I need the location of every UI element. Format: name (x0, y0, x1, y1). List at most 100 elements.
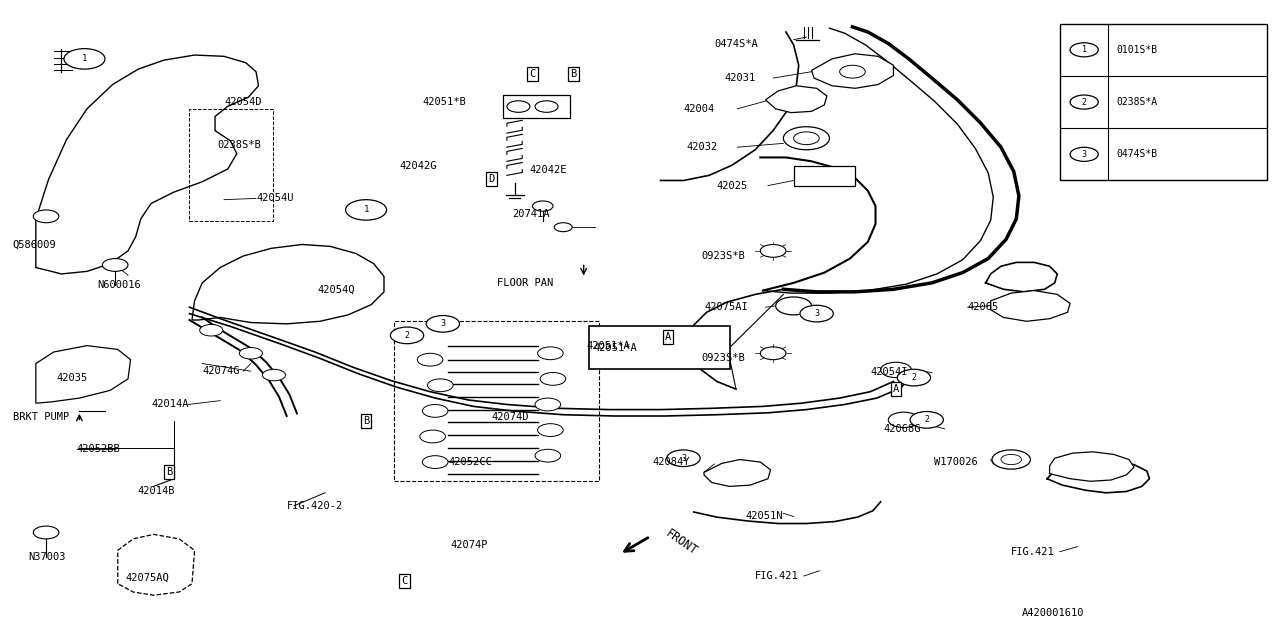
Polygon shape (1050, 452, 1134, 481)
Polygon shape (118, 534, 195, 595)
Text: 1: 1 (82, 54, 87, 63)
Circle shape (102, 259, 128, 271)
Text: 42014B: 42014B (137, 486, 174, 496)
Circle shape (760, 244, 786, 257)
Text: FRONT: FRONT (663, 527, 700, 558)
Text: 0238S*B: 0238S*B (218, 140, 261, 150)
Bar (589, 326, 730, 369)
Circle shape (428, 379, 453, 392)
Circle shape (554, 223, 572, 232)
Text: A: A (666, 332, 671, 342)
Bar (503, 95, 570, 118)
Circle shape (33, 210, 59, 223)
Text: 20741A: 20741A (512, 209, 549, 220)
Circle shape (64, 49, 105, 69)
Circle shape (33, 526, 59, 539)
Text: 3: 3 (814, 309, 819, 318)
Polygon shape (36, 55, 259, 274)
Circle shape (507, 101, 530, 113)
Text: 42075AQ: 42075AQ (125, 572, 169, 582)
Text: B: B (364, 416, 369, 426)
Text: 3: 3 (1082, 150, 1087, 159)
Circle shape (535, 101, 558, 113)
Text: 42051N: 42051N (745, 511, 782, 522)
Circle shape (417, 353, 443, 366)
Text: C: C (530, 69, 535, 79)
Text: 42074D: 42074D (492, 412, 529, 422)
Text: 0474S*A: 0474S*A (714, 38, 758, 49)
Text: FIG.421: FIG.421 (1011, 547, 1055, 557)
Text: 0101S*B: 0101S*B (1116, 45, 1157, 55)
Circle shape (1070, 147, 1098, 161)
Circle shape (1070, 43, 1098, 57)
Polygon shape (704, 460, 771, 486)
Text: 42004: 42004 (684, 104, 714, 114)
Bar (794, 166, 855, 186)
Circle shape (776, 297, 812, 315)
Circle shape (992, 450, 1030, 469)
Circle shape (881, 362, 911, 378)
Bar (189, 109, 273, 221)
Circle shape (532, 201, 553, 211)
Text: 42068G: 42068G (883, 424, 920, 434)
Text: 42035: 42035 (56, 372, 87, 383)
Text: 42075AI: 42075AI (704, 302, 748, 312)
Polygon shape (991, 291, 1070, 321)
Text: 0238S*A: 0238S*A (1116, 97, 1157, 107)
Text: 42065: 42065 (968, 302, 998, 312)
Text: 42054D: 42054D (224, 97, 261, 108)
Text: C: C (402, 576, 407, 586)
Text: 3: 3 (681, 454, 686, 463)
Circle shape (538, 347, 563, 360)
Text: 42031: 42031 (724, 73, 755, 83)
Circle shape (426, 316, 460, 332)
Text: 42051*B: 42051*B (422, 97, 466, 108)
Text: 3: 3 (440, 319, 445, 328)
Circle shape (783, 127, 829, 150)
Circle shape (794, 132, 819, 145)
Text: 2: 2 (404, 331, 410, 340)
Circle shape (200, 324, 223, 336)
Text: 42051*A: 42051*A (586, 340, 630, 351)
Polygon shape (812, 54, 893, 88)
Text: A: A (893, 384, 899, 394)
Text: 42042E: 42042E (530, 164, 567, 175)
Text: Q586009: Q586009 (13, 239, 56, 250)
Circle shape (760, 347, 786, 360)
Text: 42074P: 42074P (451, 540, 488, 550)
Text: BRKT PUMP: BRKT PUMP (13, 412, 69, 422)
Circle shape (422, 404, 448, 417)
Text: FIG.421: FIG.421 (755, 571, 799, 581)
Text: 42054I: 42054I (870, 367, 908, 378)
Text: B: B (571, 69, 576, 79)
Circle shape (888, 412, 919, 428)
Text: 42052CC: 42052CC (448, 457, 492, 467)
Text: FLOOR PAN: FLOOR PAN (497, 278, 553, 288)
Text: FIG.420-2: FIG.420-2 (287, 500, 343, 511)
Circle shape (800, 305, 833, 322)
Circle shape (346, 200, 387, 220)
Circle shape (667, 450, 700, 467)
Bar (1060, 24, 1267, 180)
Circle shape (390, 327, 424, 344)
Text: 42014A: 42014A (151, 399, 188, 410)
Text: 0474S*B: 0474S*B (1116, 149, 1157, 159)
Text: 42042G: 42042G (399, 161, 436, 172)
Text: B: B (166, 467, 172, 477)
Circle shape (535, 449, 561, 462)
Text: D: D (489, 174, 494, 184)
Circle shape (540, 372, 566, 385)
Text: 42032: 42032 (686, 142, 717, 152)
Circle shape (535, 398, 561, 411)
Circle shape (262, 369, 285, 381)
Text: 0923S*B: 0923S*B (701, 251, 745, 261)
Text: 42084Y: 42084Y (653, 457, 690, 467)
Circle shape (538, 424, 563, 436)
Bar (394, 321, 599, 481)
Text: 42054U: 42054U (256, 193, 293, 204)
Text: 1: 1 (364, 205, 369, 214)
Text: 2: 2 (911, 373, 916, 382)
Text: 0923S*B: 0923S*B (701, 353, 745, 364)
Polygon shape (36, 346, 131, 403)
Text: 42051*A: 42051*A (594, 342, 637, 353)
